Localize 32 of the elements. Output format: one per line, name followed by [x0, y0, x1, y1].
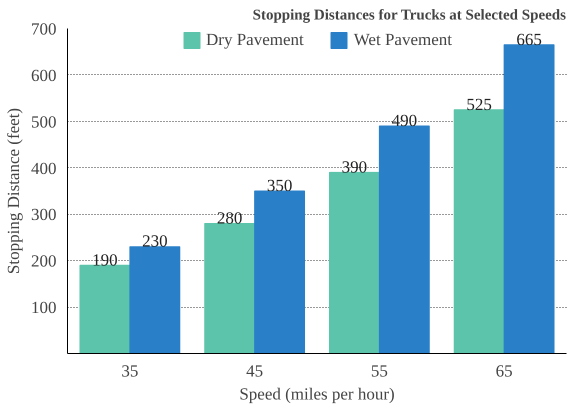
- y-tick-label: 700: [31, 20, 56, 38]
- x-tick-label: 65: [496, 362, 513, 380]
- y-tick-label: 300: [31, 205, 56, 224]
- bar: [504, 44, 555, 354]
- bar: [204, 223, 256, 354]
- x-tick-label: 55: [370, 362, 388, 380]
- data-label: 230: [142, 232, 168, 251]
- legend-label: Wet Pavement: [354, 30, 452, 50]
- x-tick-label: 45: [246, 362, 264, 380]
- data-label: 490: [392, 111, 418, 130]
- data-label: 280: [216, 208, 242, 228]
- x-axis-title: Speed (miles per hour): [239, 384, 395, 404]
- x-tick-label: 35: [121, 362, 138, 380]
- y-tick-label: 400: [31, 158, 56, 178]
- bar: [454, 109, 505, 354]
- y-tick-label: 600: [31, 66, 56, 85]
- data-label: 190: [92, 250, 118, 270]
- y-tick-label: 200: [31, 252, 56, 271]
- bar: [129, 246, 180, 354]
- y-tick-label: 100: [31, 298, 56, 318]
- y-axis-title: Stopping Distance (feet): [4, 108, 23, 274]
- bar: [378, 126, 430, 354]
- legend-label: Dry Pavement: [206, 30, 304, 50]
- data-label: 350: [266, 176, 292, 195]
- bar: [79, 264, 130, 354]
- data-label: 665: [516, 30, 542, 49]
- y-tick-label: 500: [31, 112, 56, 132]
- data-label: 390: [342, 157, 368, 176]
- bar: [328, 172, 380, 354]
- chart-title: Stopping Distances for Trucks at Selected Speeds: [252, 8, 566, 24]
- bar: [254, 190, 306, 354]
- data-label: 525: [466, 94, 492, 114]
